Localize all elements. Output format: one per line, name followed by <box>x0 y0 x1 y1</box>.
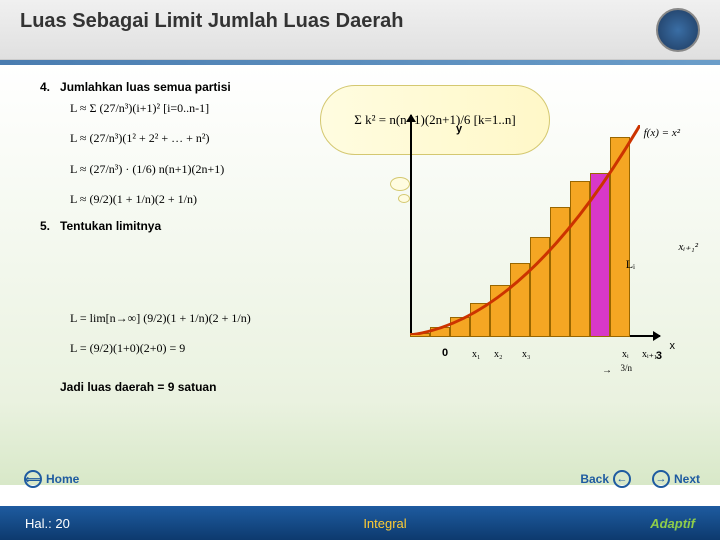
y-axis-label: y <box>456 123 462 135</box>
formula-4: L ≈ (9/2)(1 + 1/n)(2 + 1/n) <box>70 186 224 212</box>
page-title: Luas Sebagai Limit Jumlah Luas Daerah <box>20 10 700 33</box>
home-arrow-icon: ⟸ <box>24 470 42 488</box>
Li-label: Lᵢ <box>626 257 635 272</box>
cloud-bubble-icon <box>390 177 410 191</box>
xi-plus-1-sq-label: xᵢ₊₁² <box>678 240 698 253</box>
next-button[interactable]: → Next <box>648 470 700 488</box>
next-arrow-icon: → <box>652 470 670 488</box>
home-label: Home <box>46 472 79 486</box>
limit-formula-2: L = (9/2)(1+0)(2+0) = 9 <box>70 335 251 361</box>
cloud-bubble-icon <box>398 194 410 203</box>
delta-arrow-icon: → <box>602 365 612 376</box>
brand: Adaptif <box>595 516 695 531</box>
back-label: Back <box>580 472 609 486</box>
step-5-text: Tentukan limitnya <box>60 219 161 233</box>
formula-1: L ≈ Σ (27/n³)(i+1)² [i=0..n-1] <box>70 95 224 121</box>
riemann-chart: Σ k² = n(n+1)(2n+1)/6 [k=1..n] y 0 f(x) … <box>370 105 690 365</box>
x-tick-label: x₂ <box>494 349 503 360</box>
conclusion: Jadi luas daerah = 9 satuan <box>60 380 216 394</box>
function-label: f(x) = x² <box>644 127 680 139</box>
formula-3: L ≈ (27/n³) · (1/6) n(n+1)(2n+1) <box>70 156 224 182</box>
topic: Integral <box>175 516 595 531</box>
step-4-text: Jumlahkan luas semua partisi <box>60 80 231 94</box>
x-axis-label: x <box>670 340 676 352</box>
x-tick-label: x₁ <box>472 349 481 360</box>
delta-label: 3/n <box>620 363 632 373</box>
home-button[interactable]: ⟸ Home <box>20 470 79 488</box>
nav: ⟸ Home Back ← → Next <box>0 470 720 500</box>
origin-label: 0 <box>442 347 448 359</box>
x-tick-label: xᵢ₊₁ <box>642 349 657 360</box>
next-label: Next <box>674 472 700 486</box>
footer: Hal.: 20 Integral Adaptif <box>0 506 720 540</box>
formula-2: L ≈ (27/n³)(1² + 2² + … + n²) <box>70 125 224 151</box>
back-arrow-icon: ← <box>613 470 631 488</box>
parabola-curve <box>410 125 640 335</box>
step-5-num: 5. <box>40 219 50 233</box>
limit-formula-1: L = lim[n→∞] (9/2)(1 + 1/n)(2 + 1/n) <box>70 305 251 331</box>
back-button[interactable]: Back ← <box>580 470 635 488</box>
x-tick-label: xᵢ <box>622 349 629 360</box>
step-4-num: 4. <box>40 80 50 94</box>
x-tick-label: x₃ <box>522 349 531 360</box>
chart-axes: y 0 f(x) = x² Lᵢ xᵢ₊₁² x 3 → 3/n x₁x₂x₃x… <box>410 115 670 345</box>
sum-formulas: L ≈ Σ (27/n³)(i+1)² [i=0..n-1] L ≈ (27/n… <box>70 95 224 217</box>
page-number: Hal.: 20 <box>25 516 175 531</box>
limit-formulas: L = lim[n→∞] (9/2)(1 + 1/n)(2 + 1/n) L =… <box>70 305 251 366</box>
ministry-logo <box>656 8 700 52</box>
